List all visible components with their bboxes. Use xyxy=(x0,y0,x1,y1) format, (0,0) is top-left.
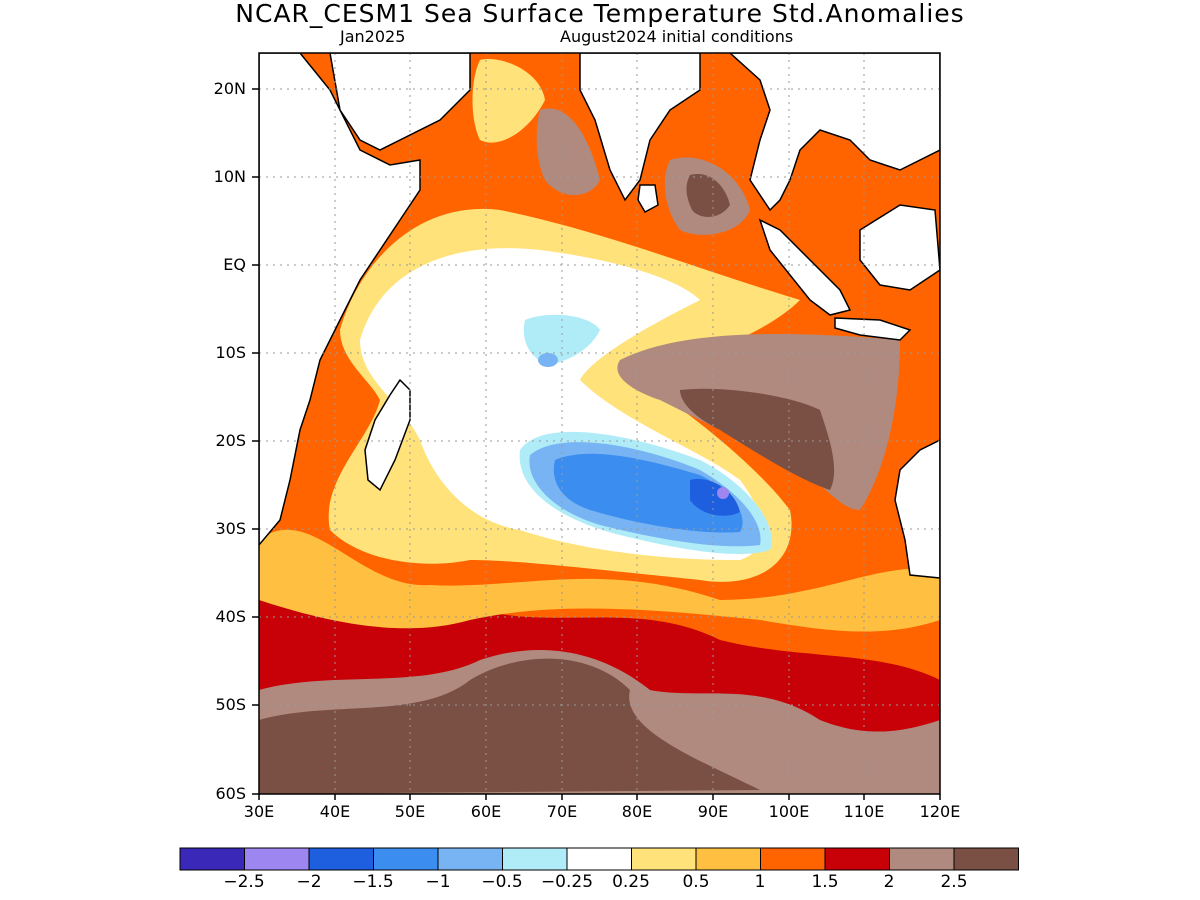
colorbar-label: 0.5 xyxy=(682,872,710,892)
lat-label: 10S xyxy=(215,343,246,362)
anomaly-region xyxy=(717,487,729,499)
colorbar-swatch xyxy=(695,847,761,871)
anomaly-region xyxy=(472,59,545,143)
lat-label: 20N xyxy=(213,79,246,98)
land-masses xyxy=(259,53,940,579)
lon-label: 60E xyxy=(470,802,502,821)
lon-label: 50E xyxy=(394,802,426,821)
map-frame xyxy=(258,52,941,795)
lat-label: 60S xyxy=(215,784,246,803)
colorbar-label: 2.5 xyxy=(940,872,968,892)
colorbar-swatch xyxy=(631,847,697,871)
colorbar-swatch xyxy=(373,847,439,871)
colorbar-swatch xyxy=(437,847,503,871)
colorbar-swatch xyxy=(566,847,632,871)
lat-label: 10N xyxy=(213,167,246,186)
anomaly-region xyxy=(690,479,740,516)
lon-label: 110E xyxy=(843,802,885,821)
colorbar-label: −2.5 xyxy=(223,872,265,892)
anomaly-region xyxy=(686,174,730,217)
lat-label: EQ xyxy=(223,255,246,274)
colorbar-swatch xyxy=(179,847,245,871)
colorbar-swatch xyxy=(889,847,955,871)
lat-label: 40S xyxy=(215,607,246,626)
anomaly-region xyxy=(680,388,835,490)
colorbar-label: 1.5 xyxy=(811,872,839,892)
colorbar-label: 2 xyxy=(883,872,895,892)
anomaly-region xyxy=(538,353,558,367)
lon-label: 30E xyxy=(243,802,275,821)
map-title: NCAR_CESM1 Sea Surface Temperature Std.A… xyxy=(235,0,965,28)
lon-label: 40E xyxy=(319,802,351,821)
colorbar-label: −2 xyxy=(296,872,322,892)
anomaly-region xyxy=(536,108,600,195)
colorbar-swatch xyxy=(953,847,1019,871)
colorbar-label: −1 xyxy=(425,872,451,892)
gridlines xyxy=(259,53,940,794)
colorbar-label: −0.5 xyxy=(481,872,523,892)
anomaly-region xyxy=(553,453,743,533)
anomaly-region xyxy=(259,529,940,632)
colorbar-swatch xyxy=(760,847,826,871)
lon-label: 70E xyxy=(546,802,578,821)
lat-label: 20S xyxy=(215,431,246,450)
lon-label: 100E xyxy=(768,802,810,821)
colorbar-swatch xyxy=(308,847,374,871)
colorbar-label: −1.5 xyxy=(352,872,394,892)
lon-label: 80E xyxy=(621,802,653,821)
initial-conditions: August2024 initial conditions xyxy=(560,27,794,46)
axis-ticks xyxy=(252,88,941,800)
colorbar-swatch xyxy=(502,847,568,871)
colorbar-swatch xyxy=(244,847,310,871)
anomaly-region xyxy=(523,314,600,365)
anomaly-region xyxy=(259,658,760,794)
lat-label: 50S xyxy=(215,695,246,714)
lon-label: 90E xyxy=(697,802,729,821)
forecast-month: Jan2025 xyxy=(340,27,406,46)
lon-label: 120E xyxy=(919,802,961,821)
colorbar-label: 1 xyxy=(754,872,766,892)
colorbar-swatch xyxy=(824,847,890,871)
colorbar-label: 0.25 xyxy=(612,872,650,892)
lat-label: 30S xyxy=(215,519,246,538)
colorbar-label: −0.25 xyxy=(540,872,594,892)
